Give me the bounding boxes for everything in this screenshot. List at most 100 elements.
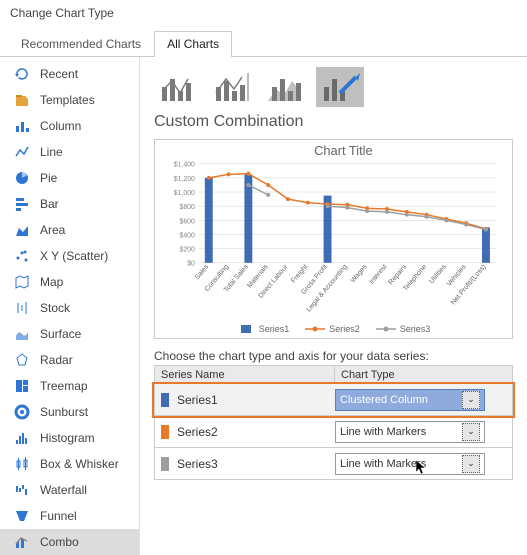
templates-icon xyxy=(14,92,30,108)
chart-type-select[interactable]: Clustered Column ⌄ xyxy=(335,389,485,411)
sidebar-item-histogram[interactable]: Histogram xyxy=(0,425,139,451)
legend-item: Series2 xyxy=(305,324,360,334)
svg-text:$800: $800 xyxy=(179,204,195,211)
sidebar-item-label: Histogram xyxy=(40,431,95,445)
series-row[interactable]: Series1 Clustered Column ⌄ xyxy=(154,384,513,416)
bar-icon xyxy=(14,196,30,212)
sidebar-item-label: Box & Whisker xyxy=(40,457,119,471)
combo-custom-icon xyxy=(320,71,360,103)
sidebar-item-radar[interactable]: Radar xyxy=(0,347,139,373)
sidebar-item-surface[interactable]: Surface xyxy=(0,321,139,347)
funnel-icon xyxy=(14,508,30,524)
chevron-down-icon[interactable]: ⌄ xyxy=(462,455,480,473)
svg-text:Freight: Freight xyxy=(290,263,309,284)
sidebar-item-templates[interactable]: Templates xyxy=(0,87,139,113)
sidebar-item-label: Funnel xyxy=(40,509,77,523)
svg-text:$0: $0 xyxy=(187,261,195,268)
sidebar-item-stock[interactable]: Stock xyxy=(0,295,139,321)
sidebar-item-recent[interactable]: Recent xyxy=(0,61,139,87)
sidebar-item-map[interactable]: Map xyxy=(0,269,139,295)
svg-text:$1,400: $1,400 xyxy=(174,162,195,169)
sidebar-item-label: Area xyxy=(40,223,65,237)
tab-recommended[interactable]: Recommended Charts xyxy=(8,31,154,57)
sidebar-item-pie[interactable]: Pie xyxy=(0,165,139,191)
column-icon xyxy=(14,118,30,134)
chart-svg: Chart Title $0 $200 $400 $600 $800 $1,000 $1,20… xyxy=(155,140,512,338)
svg-text:Wages: Wages xyxy=(350,263,369,284)
sidebar-item-column[interactable]: Column xyxy=(0,113,139,139)
legend-item: Series3 xyxy=(376,324,431,334)
area-icon xyxy=(14,222,30,238)
sidebar-item-line[interactable]: Line xyxy=(0,139,139,165)
sidebar-item-bar[interactable]: Bar xyxy=(0,191,139,217)
map-icon xyxy=(14,274,30,290)
svg-text:$200: $200 xyxy=(179,247,195,254)
chart-type-select[interactable]: Line with Markers ⌄ xyxy=(335,453,485,475)
sidebar-item-waterfall[interactable]: Waterfall xyxy=(0,477,139,503)
svg-text:Interest: Interest xyxy=(368,263,388,285)
tab-all-charts[interactable]: All Charts xyxy=(154,31,232,57)
svg-text:Sales: Sales xyxy=(194,263,211,281)
chevron-down-icon[interactable]: ⌄ xyxy=(462,391,480,409)
surface-icon xyxy=(14,326,30,342)
sidebar-item-label: Bar xyxy=(40,197,59,211)
svg-text:$1,200: $1,200 xyxy=(174,176,195,183)
sidebar-item-label: Surface xyxy=(40,327,81,341)
combo-subtype-custom[interactable] xyxy=(316,67,364,107)
sidebar-item-box[interactable]: Box & Whisker xyxy=(0,451,139,477)
svg-text:Net Profit/(Loss): Net Profit/(Loss) xyxy=(450,264,488,307)
chart-type-sidebar: Recent Templates Column Line Pie Bar Area X Y (… xyxy=(0,57,140,555)
chart-type-value: Line with Markers xyxy=(340,458,426,470)
svg-text:Chart Title: Chart Title xyxy=(314,143,373,158)
chevron-down-icon[interactable]: ⌄ xyxy=(462,423,480,441)
sidebar-item-label: Combo xyxy=(40,535,79,549)
chart-type-select[interactable]: Line with Markers ⌄ xyxy=(335,421,485,443)
box-icon xyxy=(14,456,30,472)
chart-type-value: Line with Markers xyxy=(340,426,426,438)
sidebar-item-label: Pie xyxy=(40,171,57,185)
sidebar-item-label: Recent xyxy=(40,67,78,81)
combo-3-icon xyxy=(266,71,306,103)
series-swatch xyxy=(161,457,169,471)
series-name-label: Series1 xyxy=(177,393,327,407)
combo-2-icon xyxy=(212,71,252,103)
histogram-icon xyxy=(14,430,30,446)
combo-subtype-2[interactable] xyxy=(208,67,256,107)
sidebar-item-label: Waterfall xyxy=(40,483,87,497)
chart-legend: Series1 Series2 Series3 xyxy=(155,324,512,334)
sidebar-item-label: X Y (Scatter) xyxy=(40,249,108,263)
combo-subtype-3[interactable] xyxy=(262,67,310,107)
sidebar-item-combo[interactable]: Combo xyxy=(0,529,139,555)
svg-text:$400: $400 xyxy=(179,232,195,239)
series-table-header: Series Name Chart Type xyxy=(154,365,513,384)
svg-text:Utilities: Utilities xyxy=(428,263,448,285)
line-icon xyxy=(14,144,30,160)
series-swatch xyxy=(161,425,169,439)
sidebar-item-treemap[interactable]: Treemap xyxy=(0,373,139,399)
sidebar-item-area[interactable]: Area xyxy=(0,217,139,243)
col-chart-type: Chart Type xyxy=(335,366,512,384)
sidebar-item-label: Column xyxy=(40,119,81,133)
sidebar-item-scatter[interactable]: X Y (Scatter) xyxy=(0,243,139,269)
legend-item: Series1 xyxy=(237,324,290,334)
svg-text:$1,000: $1,000 xyxy=(174,190,195,197)
stock-icon xyxy=(14,300,30,316)
sidebar-item-funnel[interactable]: Funnel xyxy=(0,503,139,529)
tabs: Recommended Charts All Charts xyxy=(0,30,527,57)
scatter-icon xyxy=(14,248,30,264)
section-title: Custom Combination xyxy=(154,113,513,131)
sidebar-item-label: Templates xyxy=(40,93,95,107)
combo-subtype-row xyxy=(154,67,513,107)
waterfall-icon xyxy=(14,482,30,498)
series-swatch xyxy=(161,393,169,407)
svg-text:$600: $600 xyxy=(179,218,195,225)
series-row[interactable]: Series2 Line with Markers ⌄ xyxy=(154,416,513,448)
series-row[interactable]: Series3 Line with Markers ⌄ xyxy=(154,448,513,480)
dialog-title: Change Chart Type xyxy=(0,0,527,22)
sidebar-item-label: Radar xyxy=(40,353,73,367)
treemap-icon xyxy=(14,378,30,394)
choose-series-label: Choose the chart type and axis for your … xyxy=(154,349,513,363)
sidebar-item-sunburst[interactable]: Sunburst xyxy=(0,399,139,425)
combo-subtype-1[interactable] xyxy=(154,67,202,107)
content-panel: Custom Combination Chart Title $0 $200 $400… xyxy=(140,57,527,555)
